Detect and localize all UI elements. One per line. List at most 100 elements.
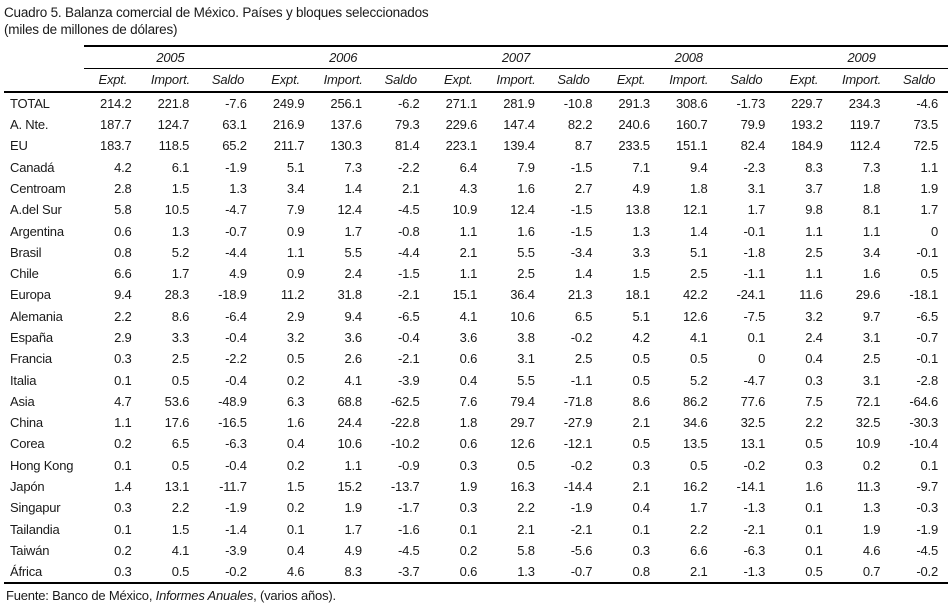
data-cell: -14.4 [563, 479, 593, 495]
data-cell: 3.3 [171, 330, 190, 345]
data-cell: 53.6 [164, 393, 190, 409]
data-cell: 17.6 [164, 415, 190, 431]
data-cell: 0.4 [286, 436, 305, 452]
data-cell: -24.1 [736, 287, 766, 303]
data-cell: 3.7 [805, 180, 823, 196]
data-cell: 240.6 [618, 117, 650, 133]
data-cell: 4.9 [344, 542, 362, 558]
data-cell: -0.3 [916, 500, 938, 516]
data-cell: 2.5 [690, 266, 708, 282]
data-cell: -2.1 [743, 521, 766, 537]
data-cell: -1.9 [570, 500, 593, 516]
row-label: Italia [10, 372, 37, 388]
data-cell: 0.5 [632, 436, 650, 452]
data-cell: 2.8 [114, 180, 132, 196]
data-cell: 79.4 [510, 393, 535, 409]
data-cell: -6.3 [225, 436, 247, 452]
data-cell: 271.1 [445, 95, 478, 111]
data-cell: 4.6 [256, 561, 315, 585]
data-cell: 0.1 [920, 457, 939, 473]
data-cell: 2.1 [632, 479, 650, 495]
data-cell: 82.2 [567, 117, 593, 133]
data-cell: 0.3 [114, 351, 132, 367]
data-cell: 3.1 [517, 351, 535, 367]
data-cell: 1.9 [344, 500, 362, 516]
row-label: China [10, 415, 43, 431]
data-cell: 68.8 [337, 393, 362, 409]
data-cell: 9.7 [862, 308, 881, 324]
data-cell: -13.7 [390, 479, 420, 495]
data-cell: 1.7 [920, 202, 939, 218]
data-cell: 1.3 [862, 500, 881, 516]
data-cell: -4.5 [397, 542, 420, 558]
row-label: Tailandia [10, 521, 60, 537]
data-cell: 308.6 [675, 95, 708, 111]
subheader-cell: Expt. [429, 68, 488, 93]
data-cell: 4.1 [344, 372, 362, 388]
data-cell: -6.2 [397, 95, 420, 111]
data-cell: 1.7 [747, 202, 766, 218]
table-row: Argentina 0.6 1.3 -0.7 0.9 1.7 -0.8 1.1 1.6 -1.5 1… [4, 220, 948, 241]
table-row: Chile 6.6 1.7 4.9 0.9 2.4 -1.5 1.1 2.5 1.4 1.5 2.5 -… [4, 263, 948, 284]
data-cell: -0.7 [916, 330, 938, 345]
data-cell: 9.8 [805, 202, 823, 218]
data-cell: 4.6 [862, 542, 881, 558]
data-cell: 2.2 [805, 415, 823, 431]
data-cell: 124.7 [157, 117, 190, 133]
data-cell: 1.4 [690, 223, 708, 239]
data-cell: 0.9 [286, 266, 305, 282]
subheader-cell: Import. [141, 68, 200, 93]
data-cell: 1.1 [459, 266, 478, 282]
subheader-cell: Saldo [371, 68, 430, 93]
data-cell: 12.6 [510, 436, 535, 452]
data-cell: 1.5 [171, 521, 190, 537]
data-cell: -6.5 [916, 308, 938, 324]
row-label: España [10, 330, 53, 345]
data-cell: 211.7 [273, 138, 305, 154]
subheader-cell: Expt. [84, 68, 142, 93]
source-note: Fuente: Banco de México, Informes Anuale… [4, 588, 946, 603]
row-label: EU [10, 138, 28, 154]
data-cell: 5.2 [171, 244, 190, 260]
data-cell: 1.5 [286, 479, 305, 495]
data-cell: 0.1 [805, 521, 823, 537]
data-cell: -10.4 [909, 436, 938, 452]
data-cell: 11.6 [799, 287, 823, 303]
data-cell: -0.1 [916, 351, 938, 367]
subheader-cell: Saldo [717, 68, 776, 93]
data-cell: 0.3 [84, 561, 142, 585]
data-cell: 4.3 [459, 180, 478, 196]
table-row: Alemania 2.2 8.6 -6.4 2.9 9.4 -6.5 4.1 10.6 6.5 5.… [4, 306, 948, 327]
data-cell: 1.3 [171, 223, 190, 239]
data-cell: -4.7 [743, 372, 766, 388]
data-cell: 0 [758, 351, 766, 367]
table-row: A.del Sur 5.8 10.5 -4.7 7.9 12.4 -4.5 10.9 12.4 -… [4, 199, 948, 220]
data-cell: 6.4 [459, 159, 478, 175]
data-cell: 10.6 [337, 436, 362, 452]
data-cell: 0.1 [747, 330, 766, 345]
table-row: Corea 0.2 6.5 -6.3 0.4 10.6 -10.2 0.6 12.6 -12.1 0… [4, 433, 948, 454]
data-cell: 214.2 [100, 95, 132, 111]
data-cell: 0 [930, 223, 938, 239]
data-cell: 72.5 [913, 138, 938, 154]
data-cell: 86.2 [683, 393, 708, 409]
table-row: Taiwán 0.2 4.1 -3.9 0.4 4.9 -4.5 0.2 5.8 -5.6 0.3 6… [4, 540, 948, 561]
year-header: 2006 [256, 45, 430, 70]
table-row: Singapur 0.3 2.2 -1.9 0.2 1.9 -1.7 0.3 2.2 -1.9 0.… [4, 497, 948, 518]
data-cell: 1.8 [690, 180, 708, 196]
source-suffix: , (varios años). [253, 588, 336, 604]
data-cell: 0.3 [114, 500, 132, 516]
data-cell: 0.2 [286, 457, 305, 473]
data-cell: -1.5 [570, 223, 593, 239]
data-cell: 2.5 [517, 266, 535, 282]
data-cell: 119.7 [849, 117, 881, 133]
data-cell: 2.2 [171, 500, 190, 516]
data-cell: -0.2 [890, 561, 948, 585]
data-cell: 6.6 [690, 542, 708, 558]
data-cell: -1.8 [743, 244, 766, 260]
data-cell: -0.2 [199, 561, 257, 585]
data-cell: -2.1 [397, 287, 420, 303]
row-label: Brasil [10, 244, 42, 260]
table-row: Brasil 0.8 5.2 -4.4 1.1 5.5 -4.4 2.1 5.5 -3.4 3.3 5… [4, 242, 948, 263]
data-cell: 7.3 [862, 159, 881, 175]
